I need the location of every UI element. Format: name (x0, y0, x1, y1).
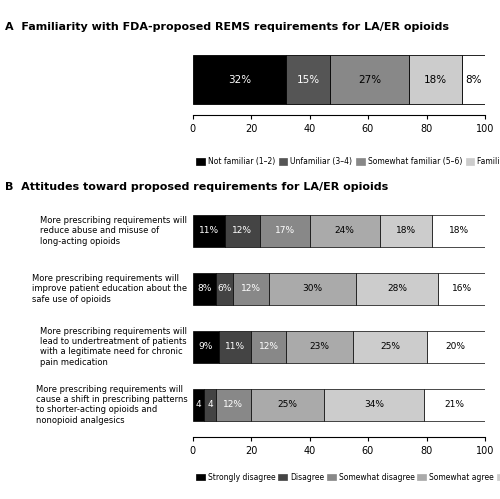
Text: 18%: 18% (396, 226, 416, 235)
Text: 30%: 30% (302, 284, 322, 293)
Text: 6%: 6% (218, 284, 232, 293)
Text: More prescribing requirements will
lead to undertreatment of patients
with a leg: More prescribing requirements will lead … (40, 326, 188, 367)
Bar (330, 55, 409, 104)
Text: 25%: 25% (278, 400, 297, 409)
Text: 34%: 34% (364, 400, 384, 409)
Bar (192, 273, 216, 304)
Text: 16%: 16% (452, 284, 471, 293)
Bar (216, 389, 251, 421)
Bar (286, 331, 354, 363)
Text: 27%: 27% (358, 75, 381, 85)
Text: 24%: 24% (334, 226, 354, 235)
Text: 12%: 12% (224, 400, 244, 409)
Bar (216, 273, 234, 304)
Text: A  Familiarity with FDA-proposed REMS requirements for LA/ER opioids: A Familiarity with FDA-proposed REMS req… (5, 22, 449, 32)
Bar (224, 215, 260, 247)
Bar (268, 273, 356, 304)
Text: 8%: 8% (197, 284, 212, 293)
Bar (192, 215, 224, 247)
Bar (438, 273, 485, 304)
Bar (234, 273, 268, 304)
Text: 32%: 32% (228, 75, 251, 85)
Bar (192, 55, 286, 104)
Bar (324, 389, 424, 421)
Text: 12%: 12% (232, 226, 252, 235)
Legend: Strongly disagree, Disagree, Somewhat disagree, Somewhat agree, Agree, Strongly : Strongly disagree, Disagree, Somewhat di… (196, 473, 500, 482)
Bar (260, 215, 310, 247)
Legend: Not familiar (1–2), Unfamiliar (3–4), Somewhat familiar (5–6), Familiar (7–8), V: Not familiar (1–2), Unfamiliar (3–4), So… (196, 157, 500, 166)
Text: 20%: 20% (446, 342, 466, 351)
Text: 17%: 17% (274, 226, 294, 235)
Bar (409, 55, 462, 104)
Bar (219, 331, 251, 363)
Text: 18%: 18% (424, 75, 447, 85)
Bar (204, 389, 216, 421)
Text: 9%: 9% (198, 342, 213, 351)
Text: 15%: 15% (296, 75, 320, 85)
Text: More prescribing requirements will
cause a shift in prescribing patterns
to shor: More prescribing requirements will cause… (36, 385, 188, 425)
Text: 18%: 18% (448, 226, 468, 235)
Text: 12%: 12% (241, 284, 261, 293)
Bar (354, 331, 426, 363)
Bar (192, 389, 204, 421)
Bar (356, 273, 438, 304)
Text: B  Attitudes toward proposed requirements for LA/ER opioids: B Attitudes toward proposed requirements… (5, 182, 388, 192)
Bar (380, 215, 432, 247)
Text: 12%: 12% (258, 342, 278, 351)
Bar (432, 215, 485, 247)
Bar (462, 55, 485, 104)
Text: 11%: 11% (198, 226, 218, 235)
Text: 8%: 8% (465, 75, 481, 85)
Text: 23%: 23% (310, 342, 330, 351)
Text: 25%: 25% (380, 342, 400, 351)
Text: 21%: 21% (444, 400, 464, 409)
Bar (310, 215, 380, 247)
Bar (251, 389, 324, 421)
Text: 11%: 11% (225, 342, 245, 351)
Bar (424, 389, 485, 421)
Bar (251, 331, 286, 363)
Bar (192, 331, 219, 363)
Bar (286, 55, 330, 104)
Text: 4: 4 (207, 400, 213, 409)
Text: 4: 4 (196, 400, 201, 409)
Text: 28%: 28% (387, 284, 407, 293)
Text: More prescribing requirements will
reduce abuse and misuse of
long-acting opioid: More prescribing requirements will reduc… (40, 216, 188, 246)
Text: More prescribing requirements will
improve patient education about the
safe use : More prescribing requirements will impro… (32, 274, 188, 303)
Bar (426, 331, 485, 363)
